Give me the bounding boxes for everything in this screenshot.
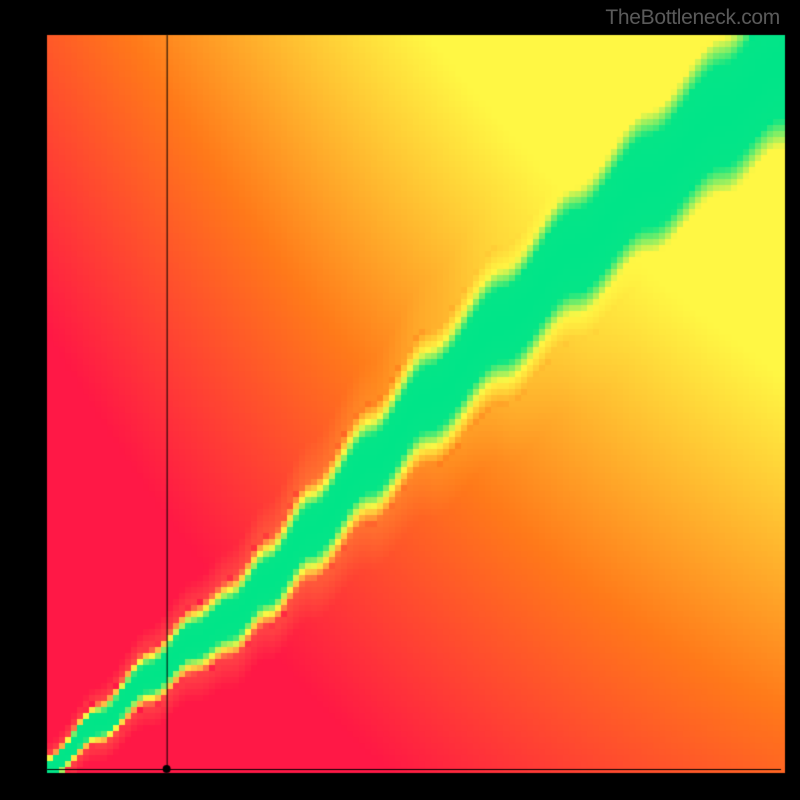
- axis-overlay: [0, 0, 800, 800]
- watermark: TheBottleneck.com: [605, 6, 780, 30]
